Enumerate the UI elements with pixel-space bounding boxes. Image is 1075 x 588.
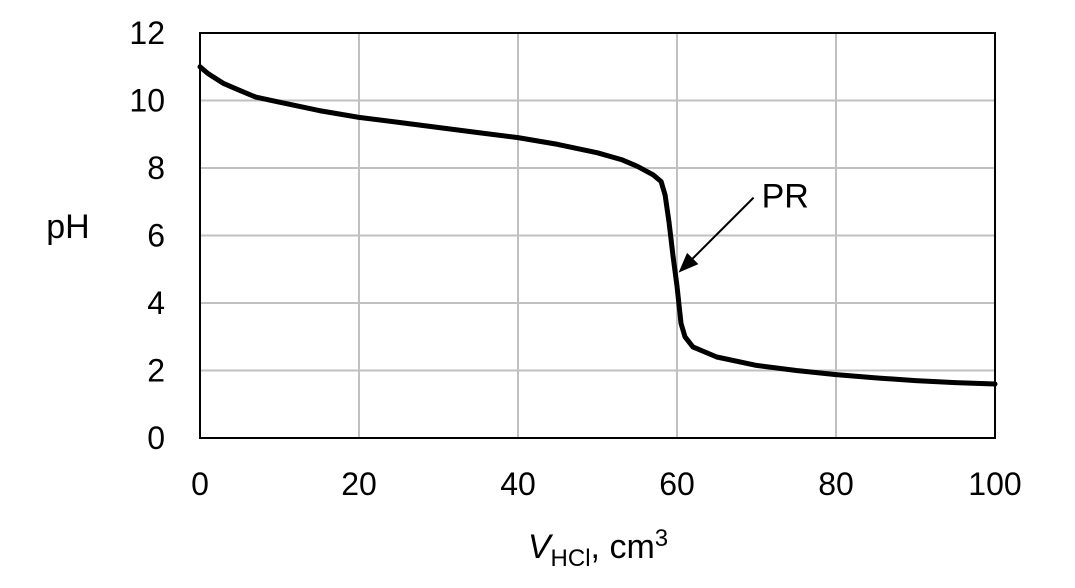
annotations-group: PR: [678, 178, 809, 273]
x-axis-tick-labels: 0 20 40 60 80 100: [191, 466, 1022, 502]
y-tick-label: 6: [147, 218, 165, 254]
x-axis-label: VHCl, cm3: [528, 525, 668, 572]
y-axis-label: pH: [46, 208, 89, 246]
y-tick-label: 4: [147, 285, 165, 321]
x-axis-label-subscript: HCl: [551, 545, 591, 572]
annotation-arrow-head: [678, 252, 699, 273]
series-group: [197, 64, 998, 387]
x-tick-label: 40: [500, 466, 536, 502]
x-tick-label: 60: [659, 466, 695, 502]
x-axis-label-superscript: 3: [655, 525, 668, 552]
plot-area-frame: [199, 32, 996, 439]
y-tick-label: 12: [129, 15, 165, 51]
series-line: [197, 64, 998, 387]
x-tick-label: 0: [191, 466, 209, 502]
annotation-arrow-line: [687, 196, 755, 264]
x-axis-label-unit: , cm: [591, 528, 655, 566]
y-tick-label: 8: [147, 150, 165, 186]
y-axis-tick-labels: 0 2 4 6 8 10 12: [129, 15, 165, 456]
x-tick-label: 20: [341, 466, 377, 502]
y-tick-label: 0: [147, 420, 165, 456]
x-tick-label: 100: [968, 466, 1021, 502]
grid-lines: [200, 33, 995, 438]
x-axis-label-main: V: [528, 528, 554, 566]
x-tick-label: 80: [818, 466, 854, 502]
y-tick-label: 10: [129, 83, 165, 119]
y-tick-label: 2: [147, 353, 165, 389]
annotation-label: PR: [762, 178, 809, 216]
